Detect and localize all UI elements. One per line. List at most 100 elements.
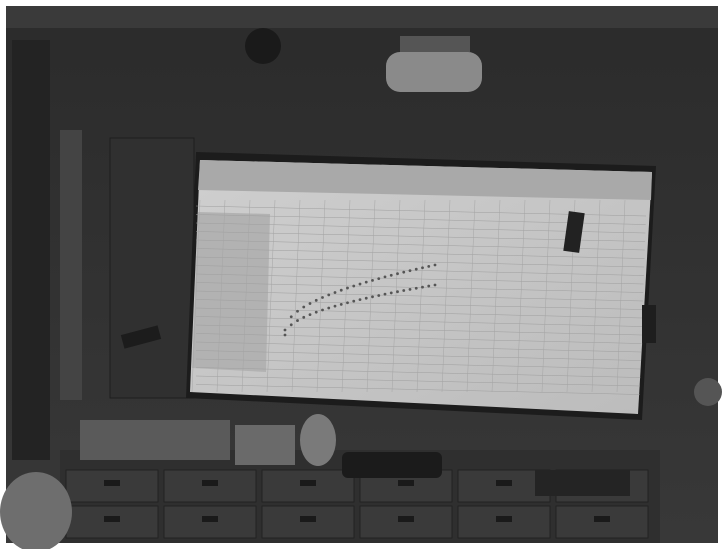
grid-col bbox=[266, 199, 276, 393]
grid-row bbox=[195, 265, 644, 276]
grid-col bbox=[541, 199, 551, 393]
projected-screen bbox=[190, 160, 652, 414]
student-head bbox=[0, 472, 72, 549]
dot bbox=[427, 264, 431, 268]
dot bbox=[308, 313, 312, 316]
dot bbox=[414, 267, 418, 271]
dot bbox=[427, 284, 431, 288]
grid-row bbox=[195, 384, 640, 395]
dot bbox=[389, 291, 393, 295]
projector-mount bbox=[400, 36, 470, 52]
dot bbox=[302, 305, 306, 309]
dot bbox=[296, 319, 299, 322]
grid-row bbox=[195, 273, 644, 285]
dot bbox=[314, 310, 318, 314]
dot bbox=[283, 333, 287, 337]
drawer-handle bbox=[300, 480, 316, 486]
drawer-handle bbox=[202, 516, 218, 522]
dot bbox=[302, 315, 306, 319]
dot bbox=[346, 301, 349, 305]
grid-row bbox=[195, 324, 642, 336]
dot bbox=[358, 282, 362, 286]
dot bbox=[314, 298, 318, 302]
dot bbox=[339, 302, 343, 306]
drawer-handle bbox=[104, 516, 120, 522]
dot bbox=[339, 288, 343, 292]
grid-col bbox=[191, 199, 201, 393]
dot bbox=[421, 266, 424, 270]
dot bbox=[371, 278, 374, 282]
drawer-handle bbox=[300, 516, 316, 522]
grid-row bbox=[195, 256, 645, 268]
drawer-handle bbox=[594, 516, 610, 522]
dot bbox=[408, 287, 412, 291]
dot bbox=[327, 293, 331, 297]
grid-col bbox=[491, 199, 501, 393]
door-frame bbox=[12, 40, 50, 460]
dot bbox=[364, 280, 368, 284]
wall-clock bbox=[694, 378, 722, 406]
dot bbox=[289, 323, 293, 327]
tray bbox=[535, 470, 630, 496]
grid-row bbox=[195, 375, 641, 387]
dot bbox=[377, 277, 381, 281]
dot bbox=[321, 296, 324, 299]
dot bbox=[383, 275, 387, 279]
grid-col bbox=[241, 199, 251, 393]
dot bbox=[321, 308, 324, 312]
dot bbox=[364, 296, 368, 300]
dot bbox=[358, 298, 362, 302]
dot bbox=[327, 306, 331, 310]
dot bbox=[433, 263, 437, 267]
drawer-handle bbox=[398, 516, 414, 522]
dot bbox=[414, 286, 418, 290]
dot bbox=[333, 291, 337, 294]
board-clip bbox=[563, 211, 585, 253]
grid-col bbox=[466, 199, 476, 393]
drawer-handle bbox=[496, 516, 512, 522]
drawer-handle bbox=[104, 480, 120, 486]
grid-col bbox=[341, 199, 351, 393]
dot bbox=[289, 315, 293, 319]
grid-col bbox=[416, 199, 426, 393]
dot bbox=[346, 286, 349, 290]
jar bbox=[300, 414, 336, 466]
dot bbox=[402, 270, 406, 274]
grid-row bbox=[195, 333, 642, 344]
box bbox=[342, 452, 442, 478]
grid-col bbox=[516, 199, 526, 393]
dot bbox=[396, 272, 399, 276]
decoration bbox=[245, 28, 281, 64]
grid-row bbox=[195, 316, 643, 327]
ceiling bbox=[6, 6, 718, 28]
whiteboard-left bbox=[109, 137, 195, 399]
grid-col bbox=[316, 199, 326, 393]
grid-row bbox=[195, 367, 641, 378]
wall-poster bbox=[60, 130, 82, 400]
dot bbox=[396, 290, 399, 294]
grid-row bbox=[195, 282, 644, 293]
dot bbox=[377, 294, 381, 297]
grid-col bbox=[616, 199, 626, 393]
grid-col bbox=[291, 199, 301, 393]
dot bbox=[371, 295, 374, 299]
grid-col bbox=[216, 199, 226, 393]
spreadsheet-ribbon bbox=[198, 160, 652, 200]
eraser bbox=[120, 325, 162, 349]
grid-col bbox=[441, 199, 451, 393]
grid-col bbox=[366, 199, 376, 393]
grid-col bbox=[391, 199, 401, 393]
grid-row bbox=[195, 248, 645, 259]
book-stack bbox=[235, 425, 295, 465]
drawer-handle bbox=[398, 480, 414, 486]
dot bbox=[308, 302, 312, 305]
dot bbox=[402, 289, 406, 292]
drawer-handle bbox=[202, 480, 218, 486]
dot bbox=[296, 309, 299, 313]
projector bbox=[386, 52, 482, 92]
dot bbox=[333, 304, 337, 308]
grid-row bbox=[195, 341, 642, 353]
drawer-handle bbox=[496, 480, 512, 486]
